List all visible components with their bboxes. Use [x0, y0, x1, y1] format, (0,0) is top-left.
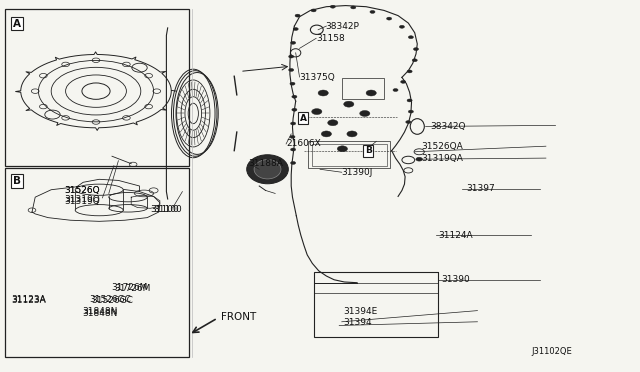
Text: 31526GC: 31526GC: [91, 296, 132, 305]
Text: A: A: [300, 114, 307, 123]
Circle shape: [321, 131, 332, 137]
Circle shape: [347, 131, 357, 137]
Text: 31397: 31397: [466, 184, 495, 193]
Text: 31319QA: 31319QA: [421, 154, 463, 163]
Circle shape: [407, 70, 412, 73]
Text: 31726M: 31726M: [111, 283, 148, 292]
Text: 31394E: 31394E: [344, 307, 378, 316]
Circle shape: [399, 25, 404, 28]
Circle shape: [360, 110, 370, 116]
Text: 31375Q: 31375Q: [300, 73, 335, 81]
Circle shape: [291, 41, 296, 44]
Circle shape: [387, 17, 392, 20]
Text: 38342P: 38342P: [325, 22, 359, 31]
Bar: [5, 168, 189, 357]
Circle shape: [318, 90, 328, 96]
Circle shape: [416, 157, 422, 161]
Circle shape: [290, 82, 295, 85]
Text: 31848N: 31848N: [82, 307, 117, 316]
Text: J31102QE: J31102QE: [531, 347, 572, 356]
Text: 31390: 31390: [442, 275, 470, 284]
Circle shape: [337, 146, 348, 152]
Text: A: A: [13, 19, 20, 29]
Text: 31526GC: 31526GC: [90, 295, 131, 304]
Bar: [5, 9, 189, 166]
Circle shape: [344, 101, 354, 107]
Circle shape: [330, 5, 335, 8]
Text: 31526Q: 31526Q: [64, 186, 100, 195]
Text: 31394: 31394: [344, 318, 372, 327]
Bar: [308, 141, 390, 168]
Circle shape: [408, 36, 413, 39]
Bar: [342, 78, 384, 99]
Text: B: B: [365, 146, 372, 155]
Text: 31848N: 31848N: [82, 309, 117, 318]
Circle shape: [311, 9, 316, 12]
Text: B: B: [13, 176, 20, 186]
Ellipse shape: [254, 160, 281, 179]
Text: 31526QA: 31526QA: [421, 142, 463, 151]
Text: 31100: 31100: [154, 205, 182, 214]
Text: 31123A: 31123A: [12, 296, 46, 305]
Text: 21606X: 21606X: [286, 140, 321, 148]
Circle shape: [393, 89, 398, 92]
Text: FRONT: FRONT: [221, 312, 256, 322]
Bar: [312, 144, 387, 166]
Circle shape: [413, 48, 419, 51]
Ellipse shape: [76, 205, 123, 216]
Circle shape: [290, 135, 295, 138]
Circle shape: [408, 110, 413, 113]
Circle shape: [293, 28, 298, 31]
Circle shape: [292, 95, 297, 98]
Circle shape: [328, 120, 338, 126]
Circle shape: [291, 148, 296, 151]
Circle shape: [289, 55, 294, 58]
Circle shape: [406, 121, 411, 124]
Circle shape: [289, 68, 294, 71]
Circle shape: [291, 161, 296, 164]
Ellipse shape: [76, 184, 123, 195]
Circle shape: [370, 10, 375, 13]
Circle shape: [412, 59, 417, 62]
Text: 31319Q: 31319Q: [64, 197, 100, 206]
Text: 31124A: 31124A: [438, 231, 473, 240]
Text: 38342Q: 38342Q: [430, 122, 465, 131]
Circle shape: [292, 108, 297, 111]
Text: 31390J: 31390J: [342, 168, 373, 177]
Text: 31123A: 31123A: [12, 295, 46, 304]
Circle shape: [407, 99, 412, 102]
Text: 31188A: 31188A: [248, 159, 283, 168]
Circle shape: [401, 80, 406, 83]
Ellipse shape: [410, 119, 424, 134]
Text: 31100: 31100: [150, 205, 179, 214]
Circle shape: [366, 90, 376, 96]
Text: 31726M: 31726M: [114, 284, 150, 293]
Circle shape: [351, 6, 356, 9]
Text: 31319Q: 31319Q: [64, 195, 100, 204]
Circle shape: [312, 109, 322, 115]
Ellipse shape: [246, 155, 288, 184]
Text: 31526Q: 31526Q: [64, 186, 100, 195]
Circle shape: [291, 122, 296, 125]
Circle shape: [295, 14, 300, 17]
Bar: [314, 272, 438, 337]
Text: 31158: 31158: [316, 34, 345, 43]
